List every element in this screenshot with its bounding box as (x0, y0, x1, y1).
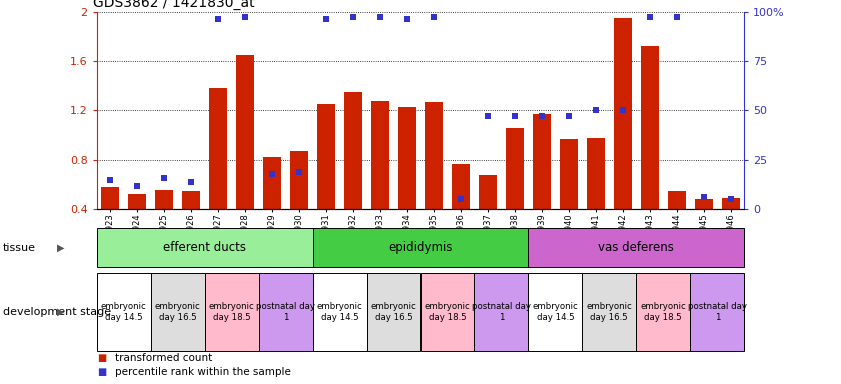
Point (562, 113, 575, 119)
Bar (204, 273, 258, 351)
Bar (533, 114, 551, 209)
Bar (102, 187, 119, 209)
Text: tissue: tissue (3, 243, 35, 253)
Bar (399, 107, 415, 209)
Text: vas deferens: vas deferens (599, 241, 674, 254)
Bar (528, 273, 582, 351)
Bar (290, 151, 308, 209)
Point (427, 14, 441, 20)
Text: ■: ■ (97, 353, 106, 363)
Text: ▶: ▶ (57, 243, 65, 253)
Bar (367, 273, 420, 351)
Point (266, 170, 279, 177)
Text: embryonic
day 16.5: embryonic day 16.5 (371, 302, 416, 322)
Text: transformed count: transformed count (115, 353, 213, 363)
Text: percentile rank within the sample: percentile rank within the sample (115, 367, 291, 377)
Bar (317, 104, 335, 209)
Text: embryonic
day 18.5: embryonic day 18.5 (425, 302, 470, 322)
Point (238, 14, 251, 20)
Bar (614, 18, 632, 209)
Text: embryonic
day 14.5: embryonic day 14.5 (532, 302, 579, 322)
Point (103, 177, 117, 183)
Text: embryonic
day 18.5: embryonic day 18.5 (209, 302, 255, 322)
Bar (528, 228, 744, 267)
Bar (236, 55, 254, 209)
Text: ▶: ▶ (57, 307, 65, 317)
Point (211, 17, 225, 23)
Bar (582, 273, 637, 351)
Bar (722, 198, 739, 209)
Point (346, 14, 360, 20)
Text: embryonic
day 16.5: embryonic day 16.5 (586, 302, 632, 322)
Point (400, 17, 414, 23)
Text: ■: ■ (97, 367, 106, 377)
Bar (695, 199, 712, 209)
Bar (641, 46, 659, 209)
Bar (668, 191, 685, 209)
Bar (690, 273, 744, 351)
Bar (97, 228, 313, 267)
Text: embryonic
day 14.5: embryonic day 14.5 (101, 302, 146, 322)
Text: development stage: development stage (3, 307, 111, 317)
Point (293, 169, 306, 175)
Point (157, 175, 171, 181)
Point (616, 107, 630, 114)
Bar (474, 273, 528, 351)
Bar (313, 273, 367, 351)
Bar (182, 191, 200, 209)
Text: epididymis: epididymis (389, 241, 452, 254)
Point (724, 196, 738, 202)
Bar (420, 273, 474, 351)
Point (670, 14, 684, 20)
Text: GDS3862 / 1421830_at: GDS3862 / 1421830_at (93, 0, 255, 10)
Point (184, 179, 198, 185)
Bar (156, 190, 173, 209)
Text: embryonic
day 16.5: embryonic day 16.5 (155, 302, 200, 322)
Bar (97, 273, 151, 351)
Bar (313, 228, 528, 267)
Text: postnatal day
1: postnatal day 1 (472, 302, 531, 322)
Bar (209, 88, 227, 209)
Bar (426, 102, 442, 209)
Text: efferent ducts: efferent ducts (163, 241, 246, 254)
Bar (371, 101, 389, 209)
Text: embryonic
day 14.5: embryonic day 14.5 (317, 302, 362, 322)
Bar (344, 92, 362, 209)
Bar (263, 157, 281, 209)
Bar (479, 175, 497, 209)
Bar (129, 194, 146, 209)
Bar (587, 137, 605, 209)
Point (373, 14, 387, 20)
Bar (560, 139, 578, 209)
Point (454, 196, 468, 202)
Point (320, 17, 333, 23)
Bar (637, 273, 690, 351)
Point (481, 113, 495, 119)
Bar (151, 273, 204, 351)
Text: postnatal day
1: postnatal day 1 (257, 302, 315, 322)
Text: embryonic
day 18.5: embryonic day 18.5 (641, 302, 686, 322)
Point (590, 107, 603, 114)
Bar (506, 128, 524, 209)
Point (130, 182, 144, 189)
Point (535, 113, 548, 119)
Text: postnatal day
1: postnatal day 1 (688, 302, 747, 322)
Bar (258, 273, 313, 351)
Point (697, 194, 711, 200)
Point (508, 113, 521, 119)
Point (643, 14, 657, 20)
Bar (452, 164, 470, 209)
